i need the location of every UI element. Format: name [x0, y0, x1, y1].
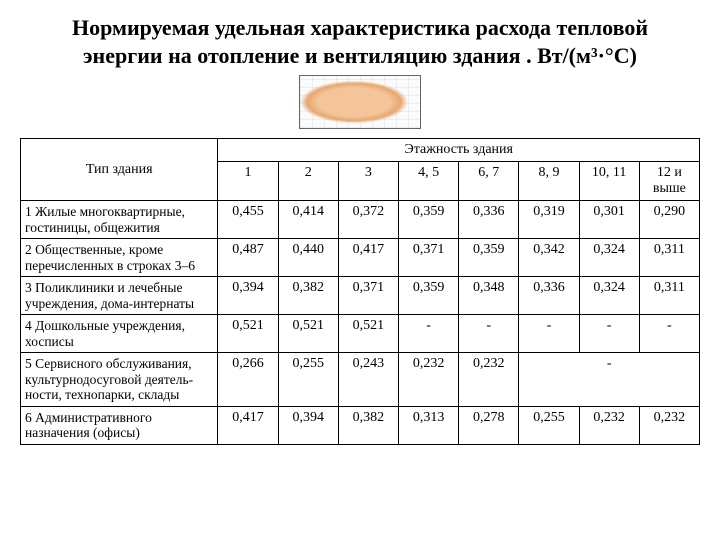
cell-value: 0,324	[579, 277, 639, 315]
cell-value: 0,243	[338, 353, 398, 407]
cell-value: 0,301	[579, 201, 639, 239]
map-container	[20, 75, 700, 134]
row-label: 5 Сервисного обслуживания, культурнодосу…	[21, 353, 218, 407]
row-label: 1 Жилые многоквартирные, гостиницы, обще…	[21, 201, 218, 239]
cell-value: 0,371	[338, 277, 398, 315]
header-col-1: 2	[278, 162, 338, 201]
cell-value: 0,319	[519, 201, 579, 239]
row-label: 2 Общественные, кроме перечисленных в ст…	[21, 239, 218, 277]
cell-value: 0,394	[218, 277, 278, 315]
table-row: 3 Поликлиники и лечебные учреждения, дом…	[21, 277, 700, 315]
table-row: 5 Сервисного обслуживания, культурнодосу…	[21, 353, 700, 407]
cell-value: 0,372	[338, 201, 398, 239]
table-row: 2 Общественные, кроме перечисленных в ст…	[21, 239, 700, 277]
cell-value: -	[519, 315, 579, 353]
cell-value: 0,311	[639, 277, 699, 315]
cell-value: 0,290	[639, 201, 699, 239]
cell-value: 0,394	[278, 406, 338, 444]
row-label: 6 Административного назначения (офисы)	[21, 406, 218, 444]
cell-value: 0,487	[218, 239, 278, 277]
table-row: 6 Административного назначения (офисы)0,…	[21, 406, 700, 444]
table-head: Тип здания Этажность здания 1234, 56, 78…	[21, 139, 700, 201]
cell-value: -	[639, 315, 699, 353]
cell-value: -	[519, 353, 700, 407]
cell-value: 0,359	[398, 201, 458, 239]
cell-value: -	[579, 315, 639, 353]
cell-value: 0,336	[459, 201, 519, 239]
cell-value: 0,417	[338, 239, 398, 277]
cell-value: 0,255	[519, 406, 579, 444]
cell-value: 0,521	[278, 315, 338, 353]
header-super: Этажность здания	[218, 139, 700, 162]
cell-value: 0,417	[218, 406, 278, 444]
cell-value: 0,348	[459, 277, 519, 315]
header-col-3: 4, 5	[398, 162, 458, 201]
header-type: Тип здания	[21, 139, 218, 201]
header-col-4: 6, 7	[459, 162, 519, 201]
header-col-0: 1	[218, 162, 278, 201]
cell-value: 0,371	[398, 239, 458, 277]
cell-value: 0,324	[579, 239, 639, 277]
table-body: 1 Жилые многоквартирные, гостиницы, обще…	[21, 201, 700, 445]
cell-value: 0,255	[278, 353, 338, 407]
cell-value: 0,232	[579, 406, 639, 444]
cell-value: -	[398, 315, 458, 353]
cell-value: 0,313	[398, 406, 458, 444]
cell-value: 0,455	[218, 201, 278, 239]
cell-value: 0,382	[338, 406, 398, 444]
cell-value: 0,382	[278, 277, 338, 315]
row-label: 3 Поликлиники и лечебные учреждения, дом…	[21, 277, 218, 315]
header-col-2: 3	[338, 162, 398, 201]
table-row: 4 Дошкольные учреждения, хосписы0,5210,5…	[21, 315, 700, 353]
cell-value: 0,359	[459, 239, 519, 277]
cell-value: 0,414	[278, 201, 338, 239]
cell-value: 0,342	[519, 239, 579, 277]
cell-value: 0,232	[459, 353, 519, 407]
cell-value: 0,359	[398, 277, 458, 315]
header-col-6: 10, 11	[579, 162, 639, 201]
cell-value: 0,232	[398, 353, 458, 407]
header-col-7: 12 и выше	[639, 162, 699, 201]
cell-value: 0,440	[278, 239, 338, 277]
page-title: Нормируемая удельная характеристика расх…	[40, 14, 680, 69]
cell-value: 0,521	[218, 315, 278, 353]
cell-value: 0,266	[218, 353, 278, 407]
map-icon	[299, 75, 421, 129]
header-col-5: 8, 9	[519, 162, 579, 201]
cell-value: 0,278	[459, 406, 519, 444]
table-row: 1 Жилые многоквартирные, гостиницы, обще…	[21, 201, 700, 239]
data-table: Тип здания Этажность здания 1234, 56, 78…	[20, 138, 700, 445]
cell-value: 0,521	[338, 315, 398, 353]
cell-value: -	[459, 315, 519, 353]
cell-value: 0,311	[639, 239, 699, 277]
cell-value: 0,232	[639, 406, 699, 444]
row-label: 4 Дошкольные учреждения, хосписы	[21, 315, 218, 353]
cell-value: 0,336	[519, 277, 579, 315]
